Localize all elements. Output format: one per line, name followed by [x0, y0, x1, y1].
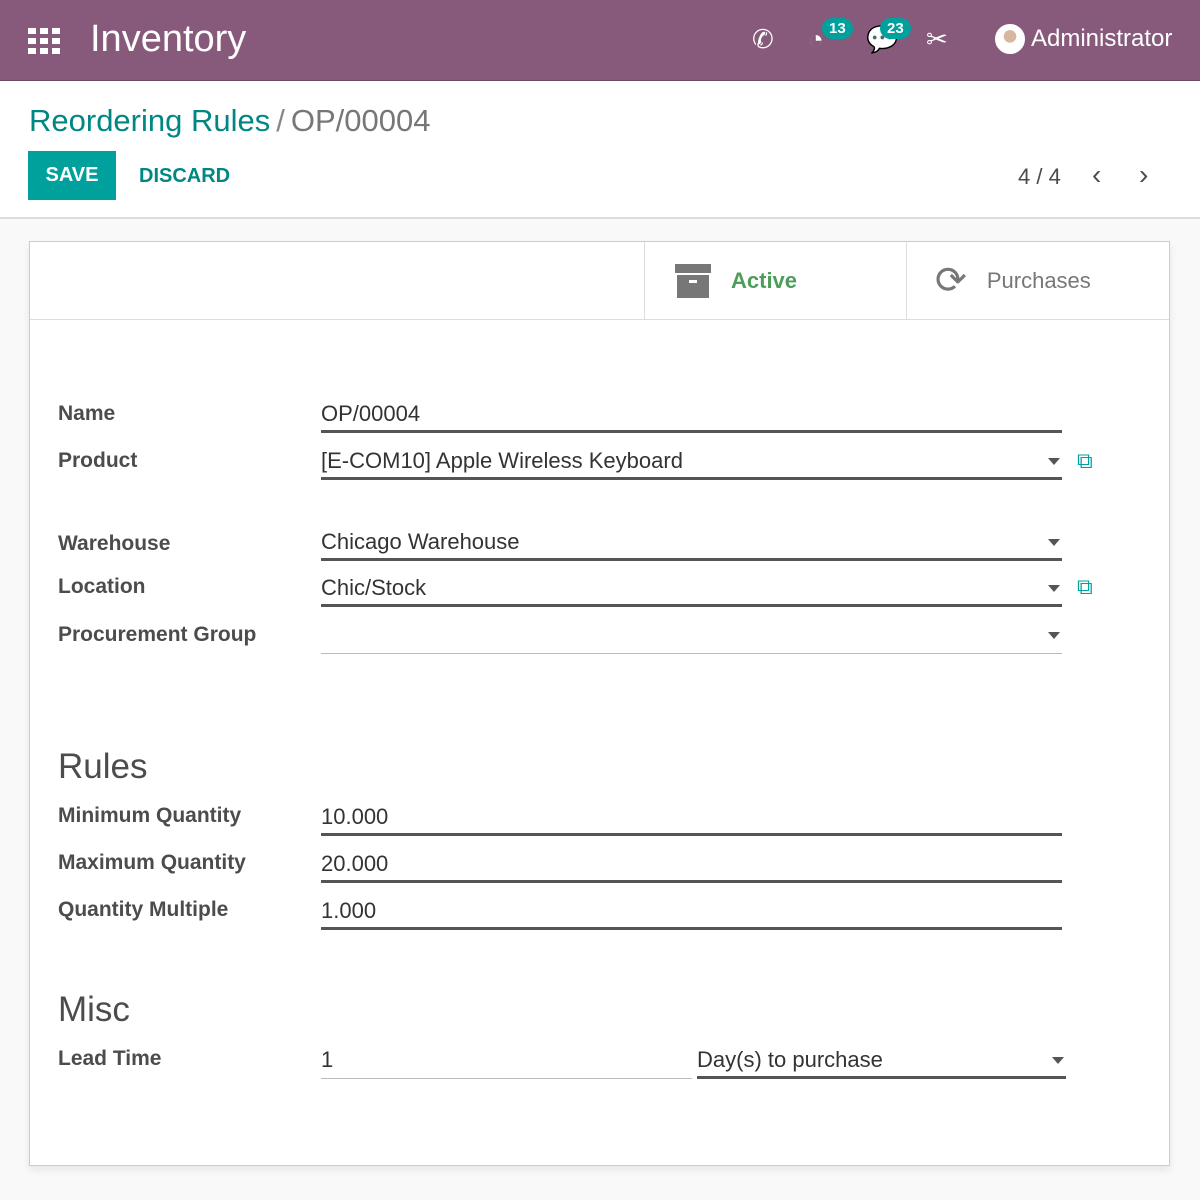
phone-icon[interactable]: ✆ — [752, 24, 774, 54]
active-toggle-button[interactable]: Active — [644, 242, 907, 319]
misc-heading: Misc — [58, 990, 130, 1029]
tools-icon[interactable]: ✂ — [926, 24, 948, 54]
procurement-group-label: Procurement Group — [58, 623, 257, 646]
app-title: Inventory — [90, 18, 247, 60]
name-label: Name — [58, 402, 116, 425]
external-link-icon[interactable]: ⧉ — [1077, 574, 1093, 599]
user-name: Administrator — [1031, 25, 1173, 52]
messages-badge: 23 — [880, 18, 911, 39]
caret-down-icon[interactable] — [1048, 539, 1060, 546]
product-label: Product — [58, 449, 138, 472]
breadcrumb: Reordering Rules / OP/00004 — [29, 103, 430, 139]
user-menu[interactable]: Administrator — [995, 24, 1172, 54]
caret-down-icon[interactable] — [1052, 1057, 1064, 1064]
messages-icon[interactable]: 💬 23 — [866, 18, 911, 55]
qty-multiple-input[interactable]: 1.000 — [321, 894, 1062, 930]
caret-down-icon[interactable] — [1048, 585, 1060, 592]
warehouse-value: Chicago Warehouse — [321, 529, 520, 554]
form-sheet: Active ⟳ Purchases Name OP/00004 Product… — [29, 241, 1170, 1166]
location-select[interactable]: Chic/Stock — [321, 571, 1062, 607]
max-qty-label: Maximum Quantity — [58, 851, 246, 874]
chevron-left-icon[interactable]: ‹ — [1092, 159, 1102, 190]
lead-time-input[interactable]: 1 — [321, 1043, 692, 1079]
top-navbar: Inventory ✆ ◔ 13 💬 23 ✂ Administrator — [0, 0, 1200, 81]
product-value: [E-COM10] Apple Wireless Keyboard — [321, 448, 683, 473]
warehouse-select[interactable]: Chicago Warehouse — [321, 525, 1062, 561]
breadcrumb-reordering-rules[interactable]: Reordering Rules — [29, 103, 271, 138]
caret-down-icon[interactable] — [1048, 458, 1060, 465]
min-qty-label: Minimum Quantity — [58, 804, 242, 827]
procurement-group-select[interactable] — [321, 618, 1062, 654]
lead-time-unit-select[interactable]: Day(s) to purchase — [697, 1043, 1066, 1079]
activity-icon[interactable]: ◔ 13 — [808, 18, 853, 55]
discard-button[interactable]: DISCARD — [139, 165, 231, 187]
purchases-label: Purchases — [986, 267, 1091, 293]
activity-badge: 13 — [822, 18, 853, 39]
qty-multiple-label: Quantity Multiple — [58, 898, 229, 921]
refresh-icon: ⟳ — [935, 260, 967, 302]
location-label: Location — [58, 575, 146, 598]
breadcrumb-current: OP/00004 — [290, 103, 431, 138]
caret-down-icon[interactable] — [1048, 632, 1060, 639]
product-select[interactable]: [E-COM10] Apple Wireless Keyboard — [321, 444, 1062, 480]
save-button[interactable]: SAVE — [28, 151, 116, 200]
lead-time-label: Lead Time — [58, 1047, 162, 1070]
rules-heading: Rules — [58, 747, 148, 786]
chevron-right-icon[interactable]: › — [1139, 159, 1149, 190]
active-label: Active — [731, 267, 798, 293]
button-box: Active ⟳ Purchases — [30, 242, 1169, 320]
location-value: Chic/Stock — [321, 575, 427, 600]
max-qty-input[interactable]: 20.000 — [321, 847, 1062, 883]
pager-value[interactable]: 4 / 4 — [1018, 164, 1061, 189]
purchases-button[interactable]: ⟳ Purchases — [906, 242, 1169, 319]
archive-icon — [675, 263, 711, 298]
warehouse-label: Warehouse — [58, 532, 171, 555]
external-link-icon[interactable]: ⧉ — [1077, 448, 1093, 473]
apps-menu-icon[interactable] — [28, 28, 60, 54]
avatar — [995, 24, 1025, 54]
control-panel: Reordering Rules / OP/00004 SAVE DISCARD 4… — [0, 81, 1200, 219]
name-input[interactable]: OP/00004 — [321, 397, 1062, 433]
min-qty-input[interactable]: 10.000 — [321, 800, 1062, 836]
lead-time-unit-value: Day(s) to purchase — [697, 1047, 883, 1072]
breadcrumb-separator: / — [276, 103, 285, 138]
